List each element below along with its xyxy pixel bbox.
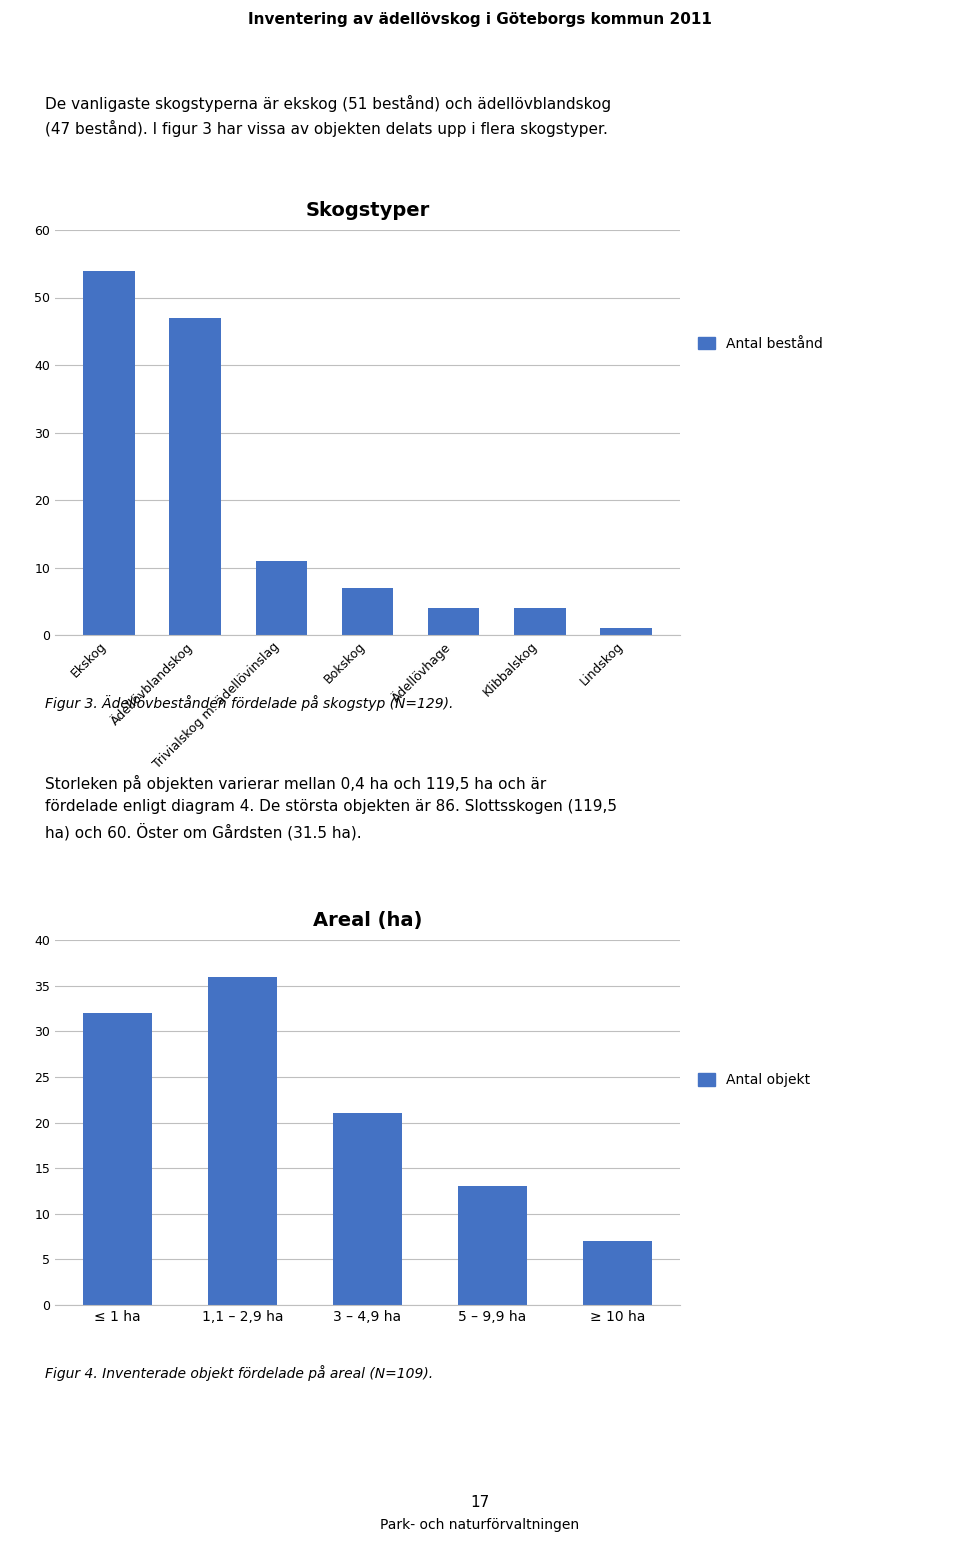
Bar [208, 977, 277, 1305]
Text: De vanligaste skogstyperna är ekskog (51 bestånd) och ädellövblandskog
(47 bestå: De vanligaste skogstyperna är ekskog (51… [45, 96, 612, 137]
Bar [333, 1114, 402, 1305]
Bar [428, 609, 479, 635]
Bar [255, 561, 307, 635]
Text: 17: 17 [470, 1495, 490, 1510]
Bar [600, 629, 652, 635]
Text: Inventering av ädellövskog i Göteborgs kommun 2011: Inventering av ädellövskog i Göteborgs k… [248, 12, 712, 28]
Bar [342, 587, 394, 635]
Bar [583, 1241, 652, 1305]
Title: Areal (ha): Areal (ha) [313, 911, 422, 931]
Legend: Antal objekt: Antal objekt [692, 1068, 815, 1093]
Bar [514, 609, 565, 635]
Text: Storleken på objekten varierar mellan 0,4 ha och 119,5 ha och är
fördelade enlig: Storleken på objekten varierar mellan 0,… [45, 775, 617, 840]
Bar [170, 317, 221, 635]
Text: Figur 3. Ädellövbestånden fördelade på skogstyp (N=129).: Figur 3. Ädellövbestånden fördelade på s… [45, 695, 453, 710]
Legend: Antal bestånd: Antal bestånd [692, 331, 828, 356]
Title: Skogstyper: Skogstyper [305, 202, 430, 220]
Bar [84, 271, 135, 635]
Bar [458, 1187, 527, 1305]
Text: Figur 4. Inventerade objekt fördelade på areal (N=109).: Figur 4. Inventerade objekt fördelade på… [45, 1365, 433, 1381]
Bar [84, 1012, 152, 1305]
Text: Park- och naturförvaltningen: Park- och naturförvaltningen [380, 1518, 580, 1532]
